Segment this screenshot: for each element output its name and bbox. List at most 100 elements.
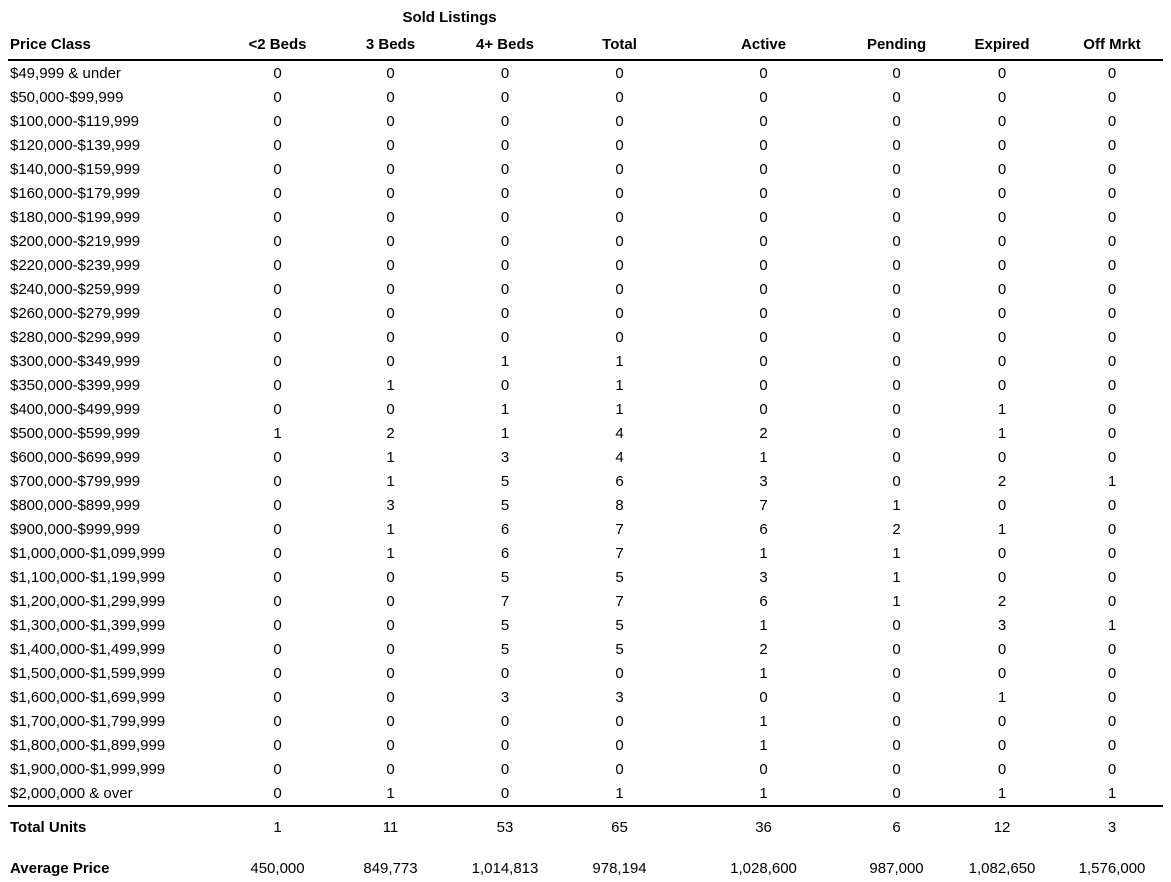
value-cell: 0	[1107, 568, 1117, 586]
value-cell: 1	[997, 520, 1007, 538]
value-cell: 0	[386, 592, 395, 610]
value-cell: 0	[997, 304, 1007, 322]
value-cell: 0	[500, 64, 510, 82]
value-cell: 0	[892, 664, 901, 682]
value-cell: 3	[615, 688, 624, 706]
table-row: $50,000-$99,999 0 0 0 0 0 0 0 0	[8, 85, 1163, 109]
value-cell: 0	[1107, 136, 1117, 154]
value-cell: 6	[500, 520, 510, 538]
value-cell: 0	[386, 112, 395, 130]
total-units-4-plus-beds: 53	[448, 805, 562, 847]
value-cell: 5	[500, 472, 510, 490]
value-cell: 0	[386, 208, 395, 226]
value-cell: 0	[273, 256, 282, 274]
group-header-row: Sold Listings	[8, 0, 1163, 29]
table-row: $700,000-$799,999 0 1 5 6 3 0 2 1	[8, 469, 1163, 493]
table-row: $1,000,000-$1,099,999 0 1 6 7 1 1 0 0	[8, 541, 1163, 565]
value-cell: 0	[892, 160, 901, 178]
value-cell: 0	[615, 664, 624, 682]
value-cell: 1	[892, 568, 901, 586]
price-class-cell: $700,000-$799,999	[10, 472, 141, 490]
value-cell: 0	[386, 712, 395, 730]
price-class-cell: $1,000,000-$1,099,999	[10, 544, 166, 562]
value-cell: 0	[1107, 520, 1117, 538]
value-cell: 0	[273, 112, 282, 130]
value-cell: 0	[892, 640, 901, 658]
value-cell: 0	[892, 232, 901, 250]
average-price-label: Average Price	[10, 859, 110, 877]
total-units-3-beds: 11	[333, 805, 448, 847]
value-cell: 0	[892, 136, 901, 154]
column-header-expired: Expired	[943, 29, 1062, 61]
value-cell: 0	[386, 328, 395, 346]
table-row: $1,900,000-$1,999,999 0 0 0 0 0 0 0 0	[8, 757, 1163, 781]
table-row: $140,000-$159,999 0 0 0 0 0 0 0 0	[8, 157, 1163, 181]
total-units-off-mrkt: 3	[1061, 805, 1164, 847]
price-class-cell: $1,300,000-$1,399,999	[10, 616, 166, 634]
value-cell: 4	[615, 424, 624, 442]
value-cell: 0	[1107, 280, 1117, 298]
value-cell: 0	[892, 424, 901, 442]
value-cell: 0	[892, 112, 901, 130]
value-cell: 3	[500, 688, 510, 706]
value-cell: 0	[997, 328, 1007, 346]
table-row: $900,000-$999,999 0 1 6 7 6 2 1 0	[8, 517, 1163, 541]
price-class-cell: $1,900,000-$1,999,999	[10, 760, 166, 778]
table-row: $350,000-$399,999 0 1 0 1 0 0 0 0	[8, 373, 1163, 397]
average-price-active: 1,028,600	[730, 859, 797, 877]
value-cell: 8	[615, 496, 624, 514]
value-cell: 2	[892, 520, 901, 538]
value-cell: 0	[386, 64, 395, 82]
value-cell: 0	[759, 136, 768, 154]
value-cell: 0	[615, 304, 624, 322]
value-cell: 0	[615, 280, 624, 298]
value-cell: 0	[997, 712, 1007, 730]
value-cell: 0	[615, 136, 624, 154]
value-cell: 0	[500, 136, 510, 154]
value-cell: 1	[759, 616, 768, 634]
price-class-cell: $120,000-$139,999	[10, 136, 141, 154]
value-cell: 2	[759, 640, 768, 658]
value-cell: 0	[615, 712, 624, 730]
value-cell: 1	[615, 784, 624, 802]
price-class-cell: $800,000-$899,999	[10, 496, 141, 514]
price-class-cell: $300,000-$349,999	[10, 352, 141, 370]
value-cell: 1	[500, 400, 510, 418]
value-cell: 1	[892, 496, 901, 514]
value-cell: 0	[892, 376, 901, 394]
value-cell: 0	[386, 688, 395, 706]
value-cell: 0	[892, 616, 901, 634]
value-cell: 0	[759, 304, 768, 322]
value-cell: 0	[1107, 232, 1117, 250]
price-class-cell: $400,000-$499,999	[10, 400, 141, 418]
value-cell: 0	[759, 400, 768, 418]
value-cell: 0	[615, 256, 624, 274]
price-class-cell: $500,000-$599,999	[10, 424, 141, 442]
total-units-active: 36	[677, 805, 851, 847]
value-cell: 0	[386, 160, 395, 178]
price-class-cell: $280,000-$299,999	[10, 328, 141, 346]
value-cell: 0	[273, 184, 282, 202]
value-cell: 0	[1107, 592, 1117, 610]
column-header-3-beds: 3 Beds	[333, 29, 448, 61]
value-cell: 0	[892, 280, 901, 298]
value-cell: 0	[386, 664, 395, 682]
value-cell: 1	[615, 376, 624, 394]
value-cell: 1	[892, 544, 901, 562]
value-cell: 0	[759, 64, 768, 82]
value-cell: 2	[997, 592, 1007, 610]
value-cell: 3	[500, 448, 510, 466]
table-row: $100,000-$119,999 0 0 0 0 0 0 0 0	[8, 109, 1163, 133]
value-cell: 0	[500, 208, 510, 226]
sold-listings-group-header: Sold Listings	[402, 9, 497, 26]
value-cell: 1	[615, 352, 624, 370]
value-cell: 0	[892, 208, 901, 226]
table-row: $160,000-$179,999 0 0 0 0 0 0 0 0	[8, 181, 1163, 205]
value-cell: 0	[500, 760, 510, 778]
price-class-cell: $1,500,000-$1,599,999	[10, 664, 166, 682]
value-cell: 0	[1107, 424, 1117, 442]
value-cell: 0	[892, 64, 901, 82]
value-cell: 2	[386, 424, 395, 442]
value-cell: 0	[386, 136, 395, 154]
total-units-row: Total Units 1 11 53 65 36 6 12 3	[8, 805, 1164, 847]
